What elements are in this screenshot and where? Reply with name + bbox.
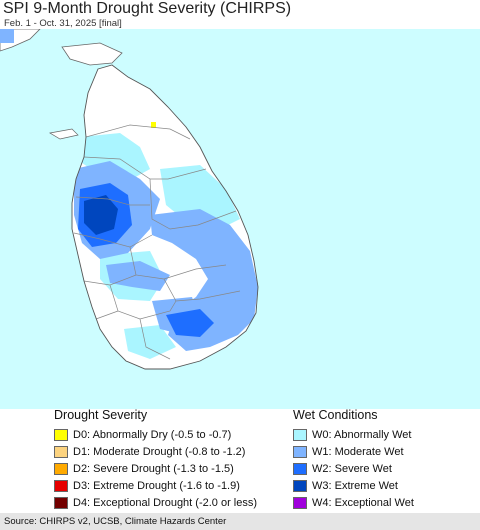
drought-legend-item: D4: Exceptional Drought (-2.0 or less) (54, 494, 257, 511)
wet-swatch (293, 428, 307, 441)
island-outline (71, 64, 259, 370)
wet-swatch (293, 496, 307, 509)
w1-central-band (106, 261, 170, 291)
wet-legend-label: W1: Moderate Wet (312, 445, 404, 458)
drought-legend-label: D1: Moderate Drought (-0.8 to -1.2) (73, 445, 246, 458)
map-subtitle: Feb. 1 - Oct. 31, 2025 [final] (4, 18, 122, 29)
province-boundaries (73, 124, 241, 360)
drought-legend-item: D0: Abnormally Dry (-0.5 to -0.7) (54, 426, 257, 443)
w2-south-east-patch (166, 309, 214, 337)
wet-swatch (293, 479, 307, 492)
w0-south-zone (124, 325, 176, 359)
drought-swatch (54, 445, 68, 458)
jaffna-peninsula (61, 42, 123, 66)
drought-map (0, 29, 480, 409)
drought-swatch (54, 479, 68, 492)
drought-legend-label: D4: Exceptional Drought (-2.0 or less) (73, 496, 258, 509)
drought-swatch (54, 462, 68, 475)
source-credit: Source: CHIRPS v2, UCSB, Climate Hazards… (0, 513, 480, 530)
wet-legend-label: W0: Abnormally Wet (312, 428, 412, 441)
wet-legend-item: W4: Exceptional Wet (293, 494, 414, 511)
drought-legend-label: D2: Severe Drought (-1.3 to -1.5) (73, 462, 234, 475)
wet-swatch (293, 445, 307, 458)
mannar-island (49, 128, 79, 140)
w3-west-core (84, 195, 118, 235)
wet-legend-item: W0: Abnormally Wet (293, 426, 414, 443)
wet-swatch (293, 462, 307, 475)
wet-legend-item: W1: Moderate Wet (293, 443, 414, 460)
drought-legend-label: D3: Extreme Drought (-1.6 to -1.9) (73, 479, 240, 492)
wet-legend-item: W3: Extreme Wet (293, 477, 414, 494)
drought-swatch (54, 428, 68, 441)
wet-legend: Wet Conditions W0: Abnormally Wet W1: Mod… (293, 408, 414, 511)
drought-legend-title: Drought Severity (54, 408, 148, 422)
map-title: SPI 9-Month Drought Severity (CHIRPS) (3, 0, 292, 17)
wet-legend-title: Wet Conditions (293, 408, 378, 422)
wet-legend-item: W2: Severe Wet (293, 460, 414, 477)
drought-legend-item: D1: Moderate Drought (-0.8 to -1.2) (54, 443, 257, 460)
sri-lanka-island (49, 64, 259, 370)
drought-legend: Drought Severity D0: Abnormally Dry (-0.… (54, 408, 257, 511)
wet-legend-label: W2: Severe Wet (312, 462, 392, 475)
drought-legend-item: D3: Extreme Drought (-1.6 to -1.9) (54, 477, 257, 494)
wet-legend-label: W4: Exceptional Wet (312, 496, 414, 509)
drought-legend-label: D0: Abnormally Dry (-0.5 to -0.7) (73, 428, 232, 441)
india-wet-patch (0, 29, 14, 43)
drought-legend-item: D2: Severe Drought (-1.3 to -1.5) (54, 460, 257, 477)
drought-swatch (54, 496, 68, 509)
d0-spot (151, 122, 156, 128)
wet-legend-label: W3: Extreme Wet (312, 479, 398, 492)
